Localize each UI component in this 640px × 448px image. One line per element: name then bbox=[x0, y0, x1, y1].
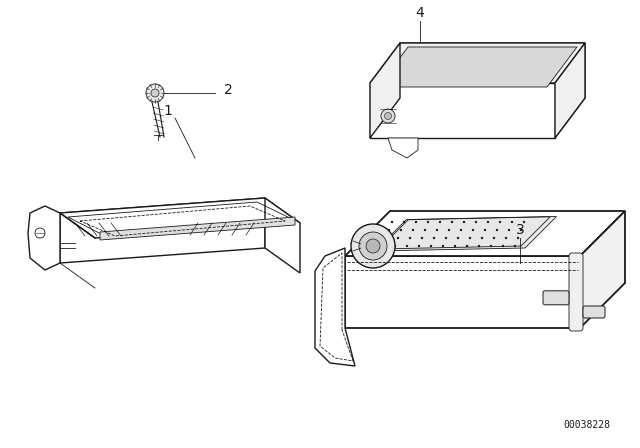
Circle shape bbox=[436, 229, 438, 231]
Polygon shape bbox=[378, 47, 577, 87]
FancyBboxPatch shape bbox=[543, 291, 569, 305]
Text: 00038228: 00038228 bbox=[563, 420, 610, 430]
Polygon shape bbox=[370, 43, 400, 138]
Circle shape bbox=[448, 229, 450, 231]
Circle shape bbox=[409, 237, 412, 239]
Circle shape bbox=[468, 237, 471, 239]
Circle shape bbox=[412, 229, 414, 231]
Circle shape bbox=[523, 221, 525, 223]
Circle shape bbox=[499, 221, 501, 223]
Circle shape bbox=[472, 229, 474, 231]
Circle shape bbox=[397, 237, 399, 239]
Circle shape bbox=[400, 229, 402, 231]
Circle shape bbox=[514, 245, 516, 247]
Circle shape bbox=[146, 84, 164, 102]
FancyBboxPatch shape bbox=[569, 253, 583, 331]
Circle shape bbox=[439, 221, 441, 223]
Circle shape bbox=[351, 224, 395, 268]
Circle shape bbox=[366, 239, 380, 253]
Circle shape bbox=[151, 89, 159, 97]
Circle shape bbox=[451, 221, 453, 223]
Circle shape bbox=[430, 245, 432, 247]
Circle shape bbox=[418, 245, 420, 247]
Circle shape bbox=[520, 229, 522, 231]
Circle shape bbox=[394, 245, 396, 247]
Polygon shape bbox=[28, 206, 60, 270]
Text: 4: 4 bbox=[415, 6, 424, 20]
Polygon shape bbox=[345, 211, 625, 256]
Circle shape bbox=[484, 229, 486, 231]
Circle shape bbox=[433, 237, 435, 239]
Circle shape bbox=[382, 245, 384, 247]
Circle shape bbox=[508, 229, 510, 231]
FancyBboxPatch shape bbox=[583, 306, 605, 318]
Circle shape bbox=[478, 245, 480, 247]
Circle shape bbox=[502, 245, 504, 247]
Circle shape bbox=[496, 229, 498, 231]
Polygon shape bbox=[315, 248, 355, 366]
Circle shape bbox=[460, 229, 462, 231]
Polygon shape bbox=[388, 138, 418, 158]
Circle shape bbox=[406, 245, 408, 247]
Circle shape bbox=[487, 221, 489, 223]
Circle shape bbox=[415, 221, 417, 223]
Polygon shape bbox=[375, 216, 557, 251]
Circle shape bbox=[466, 245, 468, 247]
Text: 2: 2 bbox=[223, 83, 232, 97]
Circle shape bbox=[454, 245, 456, 247]
Polygon shape bbox=[345, 256, 580, 328]
Circle shape bbox=[442, 245, 444, 247]
Polygon shape bbox=[370, 83, 555, 138]
Circle shape bbox=[475, 221, 477, 223]
Circle shape bbox=[385, 237, 387, 239]
Circle shape bbox=[457, 237, 460, 239]
Circle shape bbox=[493, 237, 495, 239]
Polygon shape bbox=[265, 198, 300, 273]
Circle shape bbox=[424, 229, 426, 231]
Circle shape bbox=[381, 109, 395, 123]
Circle shape bbox=[445, 237, 447, 239]
Circle shape bbox=[511, 221, 513, 223]
Polygon shape bbox=[580, 211, 625, 328]
Text: 3: 3 bbox=[516, 223, 524, 237]
Circle shape bbox=[391, 221, 393, 223]
Circle shape bbox=[463, 221, 465, 223]
Polygon shape bbox=[555, 43, 585, 138]
Circle shape bbox=[481, 237, 483, 239]
Circle shape bbox=[490, 245, 492, 247]
Polygon shape bbox=[370, 43, 585, 83]
Circle shape bbox=[385, 112, 392, 120]
Polygon shape bbox=[370, 43, 585, 138]
Circle shape bbox=[427, 221, 429, 223]
Polygon shape bbox=[60, 198, 300, 238]
Polygon shape bbox=[60, 198, 265, 263]
Circle shape bbox=[359, 232, 387, 260]
Circle shape bbox=[421, 237, 423, 239]
Circle shape bbox=[517, 237, 519, 239]
Circle shape bbox=[388, 229, 390, 231]
Circle shape bbox=[505, 237, 507, 239]
Text: 1: 1 bbox=[164, 104, 172, 118]
Circle shape bbox=[403, 221, 405, 223]
Polygon shape bbox=[100, 217, 295, 240]
